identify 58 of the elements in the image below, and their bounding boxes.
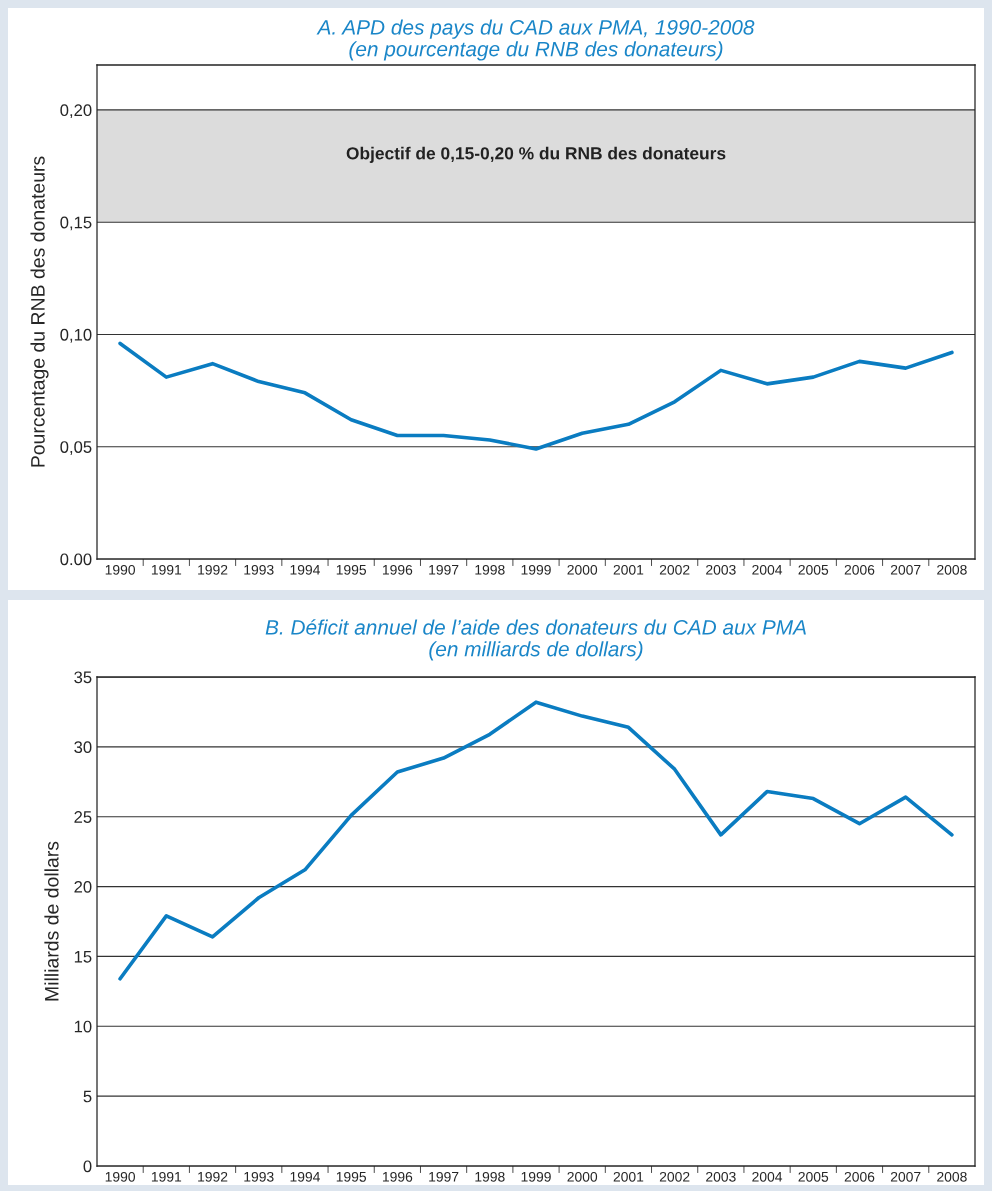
- x-tick-label: 1994: [290, 1171, 320, 1182]
- band-label: Objectif de 0,15-0,20 % du RNB des donateurs: [346, 146, 726, 163]
- x-tick-label: 2003: [706, 1171, 736, 1182]
- line-series: [118, 700, 954, 981]
- x-tick-label: 2004: [752, 1171, 783, 1182]
- x-tick-label: 1990: [105, 564, 136, 575]
- x-tick-label: 1993: [244, 1171, 274, 1182]
- x-tick-label: 1996: [382, 1171, 413, 1182]
- line-series: [118, 341, 954, 451]
- chart-title: B. Déficit annuel de l’aide des donateurs du CAD aux PMA (en milliards de dollars): [265, 619, 806, 661]
- x-tick-label: 1998: [475, 1171, 505, 1182]
- y-tick-label: 10: [74, 1020, 92, 1033]
- x-tick-label: 1996: [382, 564, 413, 575]
- x-tick-label: 1992: [198, 564, 228, 575]
- x-tick-label: 1993: [244, 564, 274, 575]
- y-tick-label: 0: [83, 1160, 92, 1173]
- y-tick-label: 30: [74, 741, 92, 754]
- x-tick-label: 1991: [151, 564, 182, 575]
- x-tick-label: 2005: [798, 564, 829, 575]
- x-tick-label: 1995: [336, 1171, 367, 1182]
- y-tick-label: 20: [74, 880, 92, 893]
- y-axis-title: Milliards de dollars: [44, 841, 59, 1001]
- x-tick-label: 1998: [475, 564, 505, 575]
- x-tick-label: 2001: [613, 564, 644, 575]
- y-tick-label: 35: [74, 671, 92, 684]
- x-tick-label: 2005: [798, 1171, 829, 1182]
- x-tick-label: 1999: [521, 564, 551, 575]
- x-tick-label: 1990: [105, 1171, 136, 1182]
- x-tick-label: 1994: [290, 564, 320, 575]
- x-tick-label: 2000: [567, 1171, 598, 1182]
- x-tick-label: 1999: [521, 1171, 551, 1182]
- x-tick-label: 2006: [844, 564, 875, 575]
- x-tick-label: 2008: [937, 564, 967, 575]
- x-tick-label: 1997: [429, 564, 459, 575]
- x-tick-label: 2004: [752, 564, 783, 575]
- x-tick-label: 2006: [844, 1171, 875, 1182]
- y-tick-label: 25: [74, 811, 92, 823]
- y-axis-title: Pourcentage du RNB des donateurs: [30, 156, 49, 467]
- y-tick-label: 0.00: [60, 553, 92, 566]
- x-tick-label: 2003: [706, 564, 736, 575]
- x-tick-label: 2002: [659, 1171, 690, 1182]
- x-tick-label: 2001: [613, 1171, 644, 1182]
- y-tick-label: 0,20: [60, 104, 92, 119]
- x-tick-label: 2002: [659, 564, 690, 575]
- y-tick-label: 0,15: [60, 216, 92, 231]
- x-tick-label: 1995: [336, 564, 367, 575]
- x-tick-label: 1992: [198, 1171, 228, 1182]
- chart-title: A. APD des pays du CAD aux PMA, 1990-2008 (en pourcentage du RNB des donateurs): [316, 19, 755, 61]
- x-tick-label: 2007: [890, 564, 921, 575]
- x-tick-label: 1997: [429, 1171, 459, 1182]
- y-tick-label: 0,10: [60, 328, 92, 343]
- x-tick-label: 2007: [890, 1171, 921, 1182]
- y-tick-label: 5: [83, 1090, 92, 1103]
- x-tick-label: 2000: [567, 564, 598, 575]
- x-tick-label: 1991: [151, 1171, 182, 1182]
- y-tick-label: 15: [74, 951, 92, 963]
- y-tick-label: 0,05: [60, 441, 92, 455]
- x-tick-label: 2008: [937, 1171, 967, 1182]
